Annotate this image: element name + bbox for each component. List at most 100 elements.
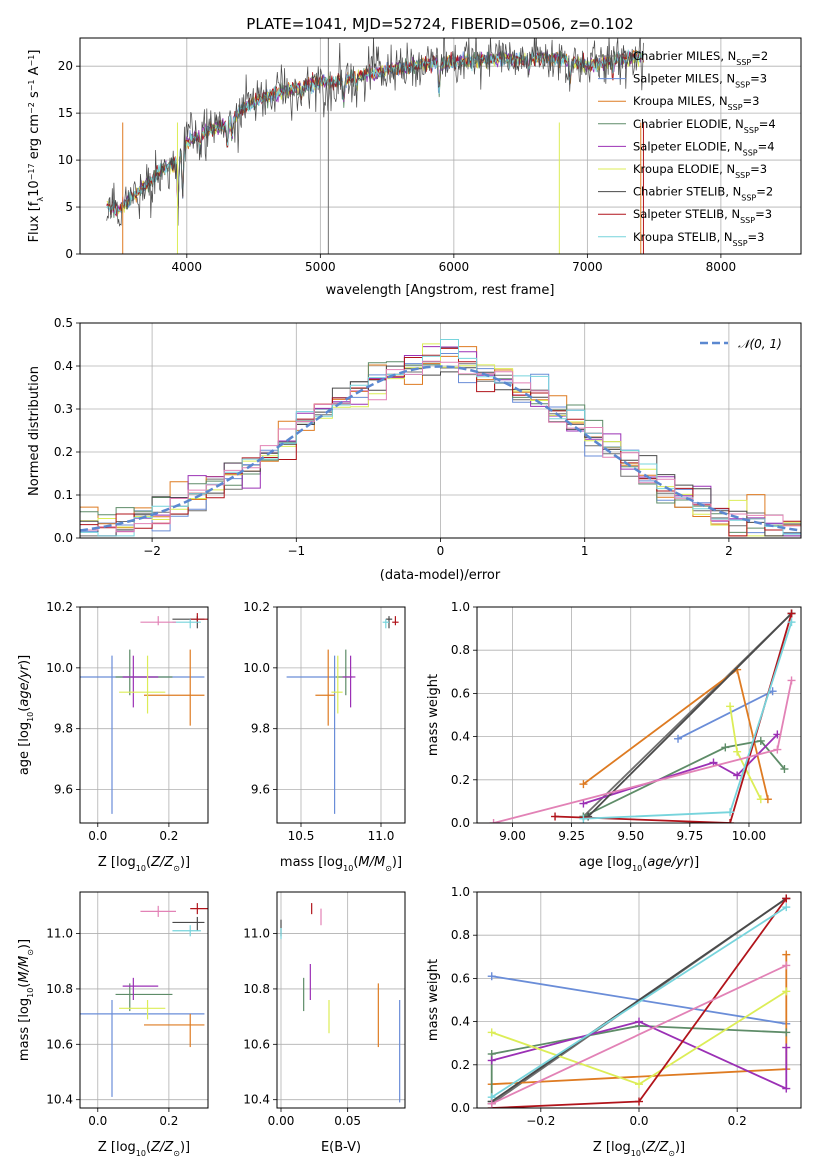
legend-label: Kroupa MILES, NSSP=3 [633,94,759,112]
y-tick-label: 10.6 [46,1037,73,1051]
x-axis-label: mass [log10(M/M⊙)] [280,855,402,873]
x-tick-label: 0.05 [334,1114,361,1128]
plot-area [286,616,399,814]
axes-frame [79,322,802,539]
axes-frame [79,606,209,824]
plus-marker [782,1084,791,1093]
y-tick-label: 0.2 [451,1058,470,1072]
legend-label: Chabrier ELODIE, NSSP=4 [633,117,776,135]
plus-marker [787,609,796,618]
plot-area [80,613,208,814]
y-tick-label: 9.6 [54,783,73,797]
plus-marker [782,950,791,959]
plus-marker [489,819,498,823]
chart-panel-weight-vs-age: 9.00 9.25 9.50 9.75 10.00 0.0 0.2 0.4 0.6 0.8 1.0 a… [426,600,802,873]
plot-area [489,609,796,823]
errorbar-point [144,649,205,726]
x-tick-label: 8000 [706,260,737,274]
plus-marker [763,795,772,804]
y-tick-label: 9.8 [251,722,270,736]
plus-marker [709,758,718,767]
x-tick-label: 1 [581,544,589,558]
chart-panel-mass-vs-ebv: 0.00 0.05 10.4 10.6 10.8 11.0 E(B-V) [243,891,406,1155]
x-tick-label: 5000 [305,260,336,274]
x-tick-label: 9.25 [558,829,585,843]
legend-label: Kroupa STELIB, NSSP=3 [633,230,764,248]
y-axis-label: mass weight [426,674,441,756]
chart-panel-residuals: −2 −1 0 1 2 0.0 0.1 0.2 0.3 0.4 0.5 𝒩(0, 1) (data-mo… [27,316,802,583]
legend: 𝒩(0, 1) [700,337,782,351]
axes-frame [276,606,406,824]
x-axis-label: wavelength [Angstrom, rest frame] [326,283,555,298]
plot-area [106,38,644,254]
legend-label: Chabrier MILES, NSSP=2 [633,49,768,67]
weight-line [491,964,787,1105]
x-tick-label: −1 [287,544,305,558]
x-tick-label: 10.00 [732,829,766,843]
plus-marker [756,736,765,745]
y-tick-label: 5 [65,200,73,214]
x-axis-label: age [log10(age/yr)] [579,855,699,873]
errorbar-point [119,655,166,714]
plus-marker [780,765,789,773]
y-tick-label: 0.8 [451,643,470,657]
gridlines [80,892,208,1108]
plus-marker [579,814,588,823]
y-tick-label: 0.1 [54,488,73,502]
plus-marker [782,903,791,912]
legend: Chabrier MILES, NSSP=2 Salpeter MILES, NS… [598,49,776,247]
errorbar-point [342,655,356,708]
x-tick-label: 4000 [172,260,203,274]
y-tick-label: 9.6 [251,783,270,797]
errorbar-point [392,616,399,626]
errorbar-point [315,649,335,726]
y-tick-label: 0.6 [451,686,470,700]
y-tick-label: 0.4 [451,730,470,744]
y-tick-label: 10.4 [46,1093,73,1107]
y-tick-label: 10 [58,153,73,167]
plus-marker [487,1028,496,1037]
x-tick-label: 0.0 [629,1114,648,1128]
plot-area [80,339,801,537]
plus-marker [721,743,730,752]
y-tick-label: 0.4 [451,1015,470,1029]
axes-frame [276,891,406,1109]
gridlines [477,606,801,824]
y-tick-label: 0.8 [451,928,470,942]
y-tick-label: 10.0 [243,661,270,675]
y-tick-label: 0.0 [54,531,73,545]
errorbar-point [172,925,201,937]
y-tick-label: 15 [58,106,73,120]
y-axis-label: age [log10(age/yr)] [17,655,35,775]
y-tick-label: 0.4 [54,359,73,373]
y-tick-label: 0.0 [451,816,470,830]
plus-marker [733,747,742,756]
errorbar-point [122,655,159,708]
x-tick-label: 9.00 [499,829,526,843]
plus-marker [782,1028,791,1037]
y-tick-label: 0 [65,247,73,261]
axes-frame [79,37,802,255]
normal-curve [80,365,801,532]
errorbar-point [286,655,338,814]
y-tick-label: 1.0 [451,885,470,899]
axes-frame [476,891,802,1109]
y-tick-label: 9.8 [54,722,73,736]
errorbar-point [122,977,159,1000]
plot-area [487,894,791,1108]
errorbar-point [80,655,205,814]
weight-line [587,612,793,818]
y-tick-label: 10.2 [46,600,73,614]
y-tick-label: 10.8 [243,982,270,996]
x-tick-label: −0.2 [526,1114,555,1128]
x-axis-label: E(B-V) [321,1140,361,1155]
histogram-series [80,360,801,533]
plot-area [280,903,401,1103]
y-tick-label: 0.6 [451,971,470,985]
x-tick-label: 9.75 [676,829,703,843]
weight-line [491,906,787,1098]
errorbar-point [80,1000,205,1097]
x-tick-label: 0.0 [88,1114,107,1128]
y-tick-label: 0.2 [54,445,73,459]
errorbar-point [172,916,205,931]
